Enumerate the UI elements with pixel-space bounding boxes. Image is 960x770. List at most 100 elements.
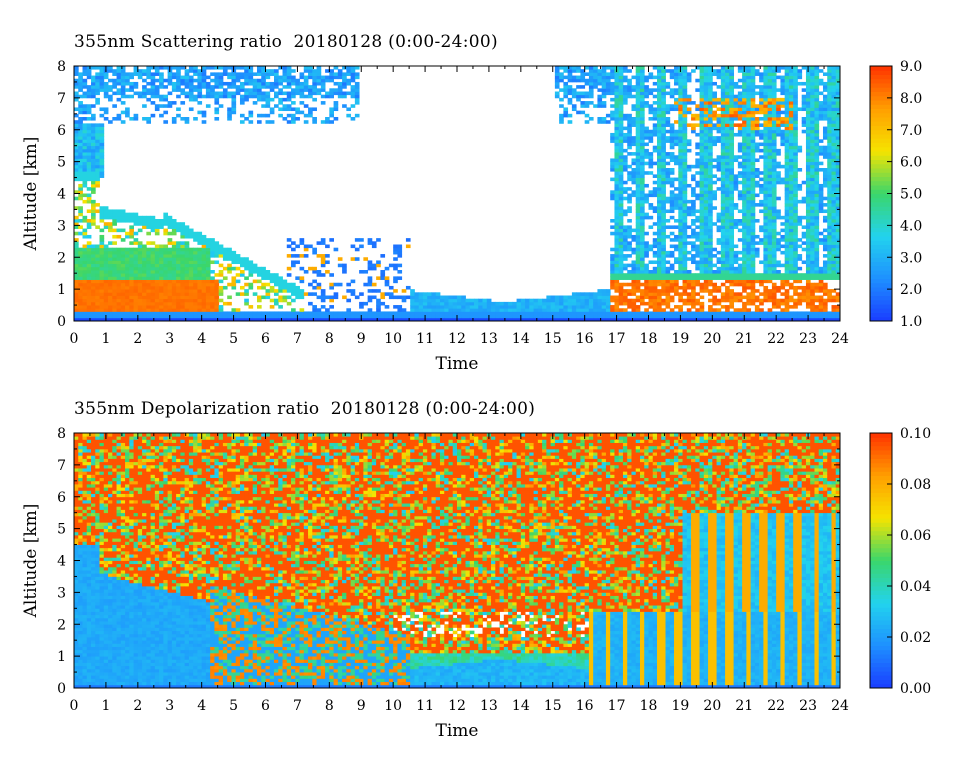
heatmap-cell [631,270,637,274]
heatmap-cell [750,260,756,265]
heatmap-cell [91,308,96,312]
heatmap-cell [239,120,245,124]
heatmap-cell [605,66,611,70]
heatmap-cell [150,250,156,255]
heatmap-cell [725,266,730,271]
heatmap-cell [725,88,730,92]
heatmap-cell [631,276,637,280]
heatmap-cell [580,110,586,115]
heatmap-cell [682,317,688,322]
heatmap-cell [91,219,96,223]
heatmap-cell [733,117,739,121]
heatmap-cell [154,94,160,99]
heatmap-cell [537,305,543,309]
heatmap-cell [737,66,743,70]
heatmap-cell [601,295,607,300]
heatmap-cell [227,66,232,70]
heatmap-cell [746,263,752,268]
heatmap-cell [129,317,134,322]
heatmap-cell [201,110,207,115]
heatmap-cell [699,107,705,112]
heatmap-cell [291,91,296,96]
heatmap-cell [559,308,564,312]
heatmap-cell [708,273,713,277]
heatmap-cell [239,317,245,322]
heatmap-cell [661,199,666,204]
heatmap-cell [699,101,705,105]
heatmap-cell [763,206,769,210]
heatmap-cell [99,88,105,92]
heatmap-cell [354,317,360,322]
heatmap-cell [99,107,105,112]
heatmap-cell [439,311,445,316]
heatmap-cell [631,190,637,194]
heatmap-cell [733,244,739,249]
heatmap-cell [703,222,709,226]
heatmap-cell [614,301,620,306]
heatmap-cell [184,298,190,303]
heatmap-cell [703,225,709,229]
heatmap-cell [205,266,211,271]
heatmap-cell [661,196,666,201]
heatmap-cell [86,199,92,204]
heatmap-cell [99,148,105,153]
heatmap-cell [393,289,398,293]
heatmap-cell [712,289,717,293]
heatmap-cell [465,308,471,312]
heatmap-cell [737,97,743,102]
heatmap-cell [261,276,266,280]
heatmap-cell [682,158,688,163]
heatmap-cell [682,263,688,268]
heatmap-cell [299,81,305,86]
heatmap-cell [91,270,96,274]
heatmap-cell [729,270,735,274]
heatmap-cell [593,75,598,80]
heatmap-cell [116,234,122,239]
heatmap-cell [303,69,309,73]
heatmap-cell [635,158,641,163]
heatmap-cell [618,314,624,319]
heatmap-cell [333,117,339,121]
heatmap-cell [559,113,564,118]
heatmap-cell [363,301,369,306]
heatmap-cell [725,298,730,303]
heatmap-cell [163,285,169,290]
heatmap-cell [763,139,769,143]
heatmap-cell [674,203,679,207]
heatmap-cell [720,203,726,207]
heatmap-cell [180,222,186,226]
heatmap-cell [699,317,705,322]
heatmap-cell [614,110,620,115]
heatmap-cell [86,187,92,191]
heatmap-cell [576,317,581,322]
heatmap-cell [95,101,100,105]
heatmap-cell [708,139,713,143]
heatmap-cell [618,241,624,245]
heatmap-cell [478,305,483,309]
heatmap-cell [218,250,224,255]
heatmap-cell [154,266,160,271]
heatmap-cell [661,222,666,226]
heatmap-cell [682,282,688,287]
heatmap-cell [682,171,688,175]
heatmap-cell [184,266,190,271]
heatmap-cell [665,317,671,322]
heatmap-cell [457,314,462,319]
heatmap-cell [252,263,258,268]
heatmap-cell [661,129,666,134]
heatmap-cell [614,132,620,137]
heatmap-cell [78,247,83,252]
heatmap-cell [618,257,624,261]
heatmap-cell [108,88,113,92]
heatmap-cell [682,78,688,83]
heatmap-cell [763,257,769,261]
heatmap-cell [312,117,317,121]
heatmap-cell [635,129,641,134]
heatmap-cell [639,190,645,194]
heatmap-cell [703,120,709,124]
heatmap-cell [597,295,603,300]
heatmap-cell [657,266,662,271]
heatmap-cell [91,282,96,287]
heatmap-cell [452,305,458,309]
heatmap-cell [661,244,666,249]
